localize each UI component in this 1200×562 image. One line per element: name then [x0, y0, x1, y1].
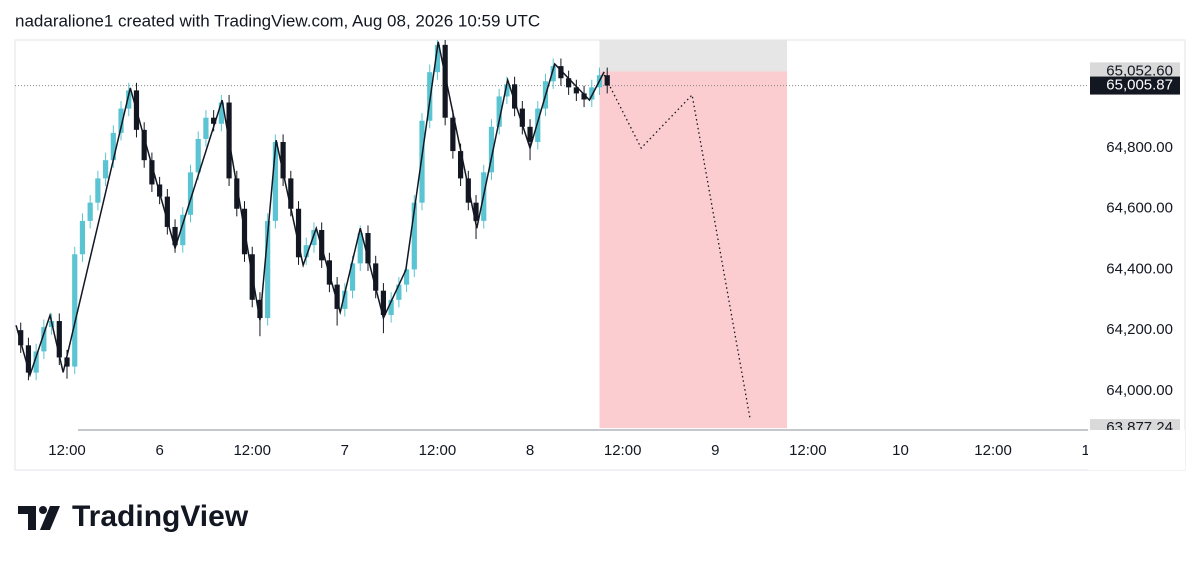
candle-body — [295, 208, 302, 258]
y-tick-label: 64,000.00 — [1106, 382, 1173, 399]
x-tick-label: 10 — [892, 442, 909, 459]
x-tick-label: 6 — [155, 442, 163, 459]
candle-body — [195, 138, 201, 173]
candle-body — [519, 108, 525, 127]
candle-body — [403, 269, 410, 285]
stop-zone — [599, 40, 788, 72]
x-tick-label: 9 — [711, 442, 719, 459]
y-tick-label: 64,600.00 — [1106, 200, 1173, 217]
candle-body — [342, 290, 348, 309]
candle-body — [218, 102, 224, 124]
candle-body — [442, 44, 448, 118]
y-tick-label: 64,400.00 — [1106, 260, 1173, 277]
candle-body — [380, 290, 387, 315]
candle-body — [272, 141, 278, 221]
y-tick-label: 64,800.00 — [1106, 139, 1173, 156]
candle-body — [473, 202, 479, 221]
x-tick-label: 12:00 — [233, 442, 271, 459]
axis-bottom-cover — [1088, 430, 1185, 470]
candle-body — [79, 220, 86, 255]
candle-body — [172, 226, 178, 246]
candle-body — [257, 299, 263, 319]
x-tick-label: 12:00 — [48, 442, 86, 459]
entry-price-label-box — [1090, 62, 1180, 81]
x-tick-label: 12:00 — [419, 442, 457, 459]
candle-body — [18, 330, 24, 346]
candle-body — [334, 284, 340, 309]
target-zone — [599, 71, 788, 429]
candle-body — [187, 172, 194, 215]
x-tick-label: 1 — [1082, 442, 1090, 459]
candle-body — [496, 96, 502, 127]
candle-body — [581, 93, 587, 100]
candle-body — [589, 87, 595, 100]
candle-body — [303, 245, 309, 258]
candle-body — [265, 220, 271, 319]
header-title: nadaralione1 created with TradingView.co… — [15, 11, 540, 30]
candle-body — [450, 117, 456, 152]
zigzag-line — [15, 41, 605, 378]
candle-body — [566, 78, 572, 88]
candle-body — [434, 44, 441, 73]
candle-body — [41, 327, 47, 352]
candle-body — [180, 214, 186, 246]
candle-body — [419, 120, 425, 203]
candle-body — [87, 202, 93, 221]
candle-body — [527, 126, 533, 142]
entry-price-label: 65,052.60 — [1106, 62, 1173, 79]
candle-body — [396, 284, 402, 300]
candle-body — [558, 66, 564, 79]
candle-body — [573, 87, 579, 94]
y-tick-label: 64,200.00 — [1106, 321, 1173, 338]
last-price-label-box — [1090, 76, 1180, 95]
candle-body — [72, 254, 78, 367]
candle-body — [211, 117, 217, 124]
x-tick-label: 7 — [341, 442, 349, 459]
candle-body — [33, 351, 39, 373]
candle-body — [512, 84, 518, 109]
candle-body — [457, 151, 464, 179]
candle-body — [118, 108, 124, 133]
x-tick-label: 12:00 — [789, 442, 827, 459]
candle-body — [164, 196, 170, 227]
candle-body — [95, 178, 101, 203]
x-tick-label: 12:00 — [604, 442, 642, 459]
brand-name: TradingView — [72, 500, 249, 533]
candle-body — [504, 84, 510, 97]
candle-body — [64, 357, 70, 367]
candle-body — [388, 299, 394, 315]
candle-body — [110, 132, 116, 161]
candle-body — [365, 233, 371, 264]
candle-body — [550, 66, 556, 82]
candle-body — [25, 345, 32, 373]
candle-body — [488, 126, 495, 173]
candle-body — [411, 202, 417, 270]
candle-body — [288, 178, 294, 209]
projection-line — [603, 74, 751, 419]
x-tick-label: 8 — [526, 442, 534, 459]
candle-body — [126, 90, 132, 109]
candle-body — [357, 233, 363, 264]
candle-body — [373, 263, 379, 291]
plot-area — [15, 40, 1088, 429]
brand-logo — [18, 506, 60, 530]
candle-body — [349, 263, 356, 291]
candle-body — [149, 160, 155, 185]
candle-body — [234, 178, 240, 209]
candle-body — [604, 75, 610, 86]
x-tick-label: 12:00 — [974, 442, 1012, 459]
candle-body — [311, 229, 317, 246]
candle-body — [280, 141, 286, 179]
candle-body — [141, 129, 147, 161]
last-price-label: 65,005.87 — [1106, 77, 1173, 94]
candle-body — [56, 321, 62, 358]
candle-body — [535, 108, 541, 142]
candle-body — [102, 160, 109, 179]
candle-body — [203, 117, 209, 139]
